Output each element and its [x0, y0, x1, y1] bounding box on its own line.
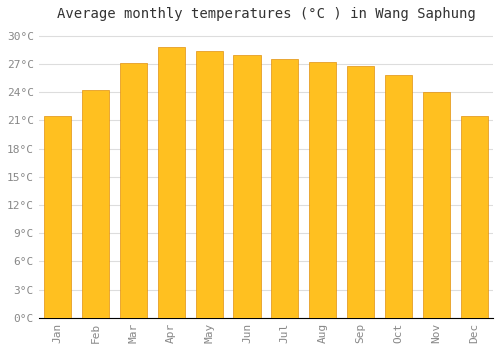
Bar: [120, 63, 147, 318]
Bar: [460, 116, 488, 318]
Bar: [158, 47, 185, 318]
Bar: [385, 75, 412, 318]
Bar: [82, 90, 109, 318]
Bar: [44, 116, 72, 318]
Bar: [234, 55, 260, 318]
Bar: [271, 59, 298, 318]
Bar: [196, 51, 223, 318]
Bar: [309, 62, 336, 318]
Title: Average monthly temperatures (°C ) in Wang Saphung: Average monthly temperatures (°C ) in Wa…: [56, 7, 476, 21]
Bar: [422, 92, 450, 318]
Bar: [347, 66, 374, 318]
